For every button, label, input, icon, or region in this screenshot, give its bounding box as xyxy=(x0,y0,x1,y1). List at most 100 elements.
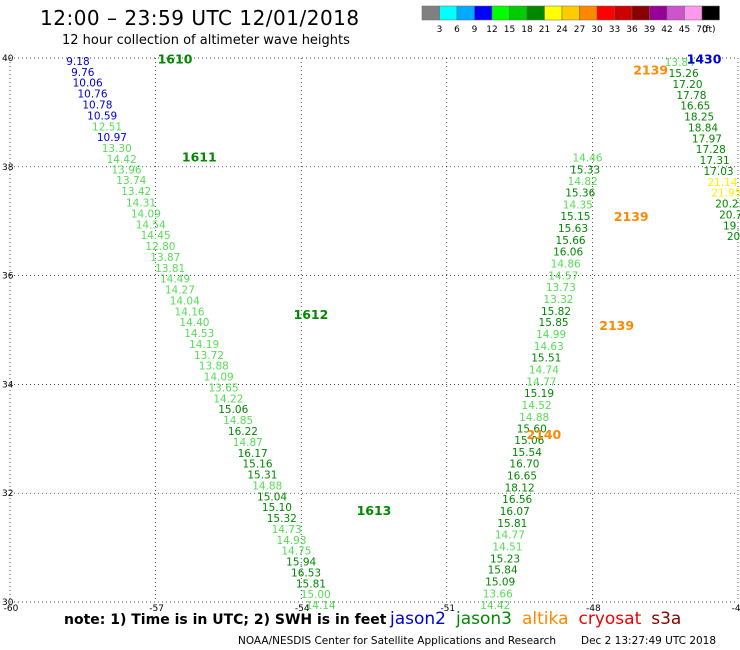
wave-height-value: 15.54 xyxy=(512,447,542,459)
wave-height-value: 14.88 xyxy=(519,412,549,424)
wave-height-value: 10.97 xyxy=(97,132,127,144)
pass-time-label: 2140 xyxy=(526,427,561,442)
wave-height-value: 16.56 xyxy=(502,494,532,506)
wave-height-value: 14.75 xyxy=(281,546,311,558)
legend-bin-label: 42 xyxy=(661,25,672,35)
wave-height-value: 15.33 xyxy=(570,164,600,176)
wave-height-value: 14.88 xyxy=(252,480,282,492)
wave-height-value: 13.88 xyxy=(199,361,229,373)
wave-height-value: 13.87 xyxy=(150,252,180,264)
wave-height-value: 14.19 xyxy=(189,339,219,351)
wave-height-value: 15.06 xyxy=(514,435,544,447)
wave-height-value: 15.15 xyxy=(560,211,590,223)
page-title: 12:00 – 23:59 UTC 12/01/2018 xyxy=(40,6,360,30)
satellite-legend: jason2 jason3 altika cryosat s3a xyxy=(390,609,691,629)
altimeter-map: -60-57-54-51-48-453032343638409.189.7610… xyxy=(2,51,740,612)
legend-swatch xyxy=(701,5,720,21)
wave-height-value: 14.54 xyxy=(136,219,166,231)
wave-height-value: 13.72 xyxy=(194,350,224,362)
color-legend: 3 6 9 12 15 18 21 24 27 30 33 36 39 42 45 70(ft) xyxy=(421,5,720,35)
wave-height-value: 14.77 xyxy=(495,529,525,541)
wave-height-value: 12.51 xyxy=(92,121,122,133)
longitude-tick-label: -57 xyxy=(149,604,164,612)
legend-bin-label: 24 xyxy=(556,25,568,35)
wave-height-value: 13.65 xyxy=(209,382,239,394)
map-grid: -60 -57 -54 -51 -48 -45 30 32 34 36 38 40 xyxy=(2,54,740,612)
wave-height-value: 14.09 xyxy=(204,372,234,384)
wave-height-value: 15.51 xyxy=(531,353,561,365)
wave-height-value: 16.22 xyxy=(228,426,258,438)
wave-height-value: 17.28 xyxy=(696,144,726,156)
wave-height-value: 14.09 xyxy=(131,208,161,220)
wave-height-value: 9.76 xyxy=(71,67,95,79)
longitude-tick-label: -45 xyxy=(732,604,740,612)
legend-bin-label: 33 xyxy=(609,25,620,35)
wave-height-value: 14.27 xyxy=(165,285,195,297)
longitude-tick-label: -54 xyxy=(295,604,310,612)
wave-height-value: 13.73 xyxy=(546,282,576,294)
latitude-tick-label: 36 xyxy=(2,272,14,282)
legend-bin-label: 6 xyxy=(454,25,460,35)
wave-height-value: 15.26 xyxy=(669,68,699,80)
wave-height-value: 14.52 xyxy=(522,400,552,412)
satellite-track: 9.189.7610.0610.7610.7810.5912.5110.9713… xyxy=(66,51,219,351)
wave-height-value: 15.06 xyxy=(218,404,248,416)
longitude-tick-label: -60 xyxy=(4,604,19,612)
wave-height-value: 13.30 xyxy=(102,143,132,155)
wave-height-value: 13.66 xyxy=(483,589,513,601)
wave-height-value: 13.81 xyxy=(155,263,185,275)
wave-height-value: 14.87 xyxy=(233,437,263,449)
legend-bin-label: 30 xyxy=(591,25,603,35)
latitude-tick-label: 34 xyxy=(2,380,14,390)
wave-height-value: 20.71 xyxy=(719,209,740,221)
wave-height-value: 20.51 xyxy=(727,231,740,243)
wave-height-value: 15.31 xyxy=(247,470,277,482)
legend-bin-label: 70 xyxy=(696,25,708,35)
wave-height-value: 21.14 xyxy=(707,177,737,189)
wave-height-value: 13.32 xyxy=(543,294,573,306)
wave-height-value: 14.42 xyxy=(107,154,137,166)
wave-height-value: 15.85 xyxy=(539,317,569,329)
legend-bin-label: 45 xyxy=(679,25,690,35)
wave-height-value: 18.25 xyxy=(684,112,714,124)
wave-height-value: 17.78 xyxy=(676,90,706,102)
wave-height-value: 14.35 xyxy=(563,200,593,212)
wave-height-value: 15.10 xyxy=(262,502,292,514)
credit-text: NOAA/NESDIS Center for Satellite Applica… xyxy=(238,635,556,647)
wave-height-value: 9.18 xyxy=(66,56,89,68)
wave-height-value: 15.36 xyxy=(565,188,595,200)
wave-height-value: 15.84 xyxy=(488,565,518,577)
legend-bin-label: 27 xyxy=(574,25,585,35)
satellite-track: 2139 xyxy=(614,209,649,224)
satellite-track: 14.7314.9314.7515.9416.5315.8115.0014.14… xyxy=(272,503,392,612)
wave-height-value: 14.53 xyxy=(184,328,214,340)
wave-height-value: 15.04 xyxy=(257,491,287,503)
wave-height-value: 14.42 xyxy=(480,600,510,612)
credit-timestamp: Dec 2 13:27:49 UTC 2018 xyxy=(581,635,717,647)
legend-bin-label: 21 xyxy=(539,25,550,35)
altimeter-tracks: 9.189.7610.0610.7610.7810.5912.5110.9713… xyxy=(66,51,740,612)
wave-height-value: 14.99 xyxy=(536,329,566,341)
satellite-jason2: jason2 xyxy=(390,609,446,629)
page-subtitle: 12 hour collection of altimeter wave hei… xyxy=(62,33,350,48)
wave-height-value: 17.03 xyxy=(704,166,734,178)
legend-bin-label: 9 xyxy=(472,25,478,35)
wave-height-value: 14.77 xyxy=(526,376,556,388)
satellite-track: 14.4713.9814.4213.6615.0915.8415.2314.51… xyxy=(480,306,571,612)
wave-height-value: 14.46 xyxy=(573,152,603,164)
satellite-track: 1611 xyxy=(182,149,217,164)
wave-height-value: 14.93 xyxy=(276,535,306,547)
pass-time-label: 2139 xyxy=(614,209,649,224)
wave-height-value: 15.60 xyxy=(517,423,547,435)
legend-bin-label: 18 xyxy=(521,25,533,35)
satellite-track: 13.7213.8814.0913.6514.2215.0614.8516.22… xyxy=(194,307,328,525)
wave-height-value: 16.07 xyxy=(500,506,530,518)
wave-height-value: 10.59 xyxy=(87,110,117,122)
pass-time-label: 1612 xyxy=(294,307,329,322)
wave-height-value: 14.86 xyxy=(551,258,581,270)
wave-height-value: 14.14 xyxy=(306,600,336,612)
wave-height-value: 21.95 xyxy=(711,188,740,200)
wave-height-value: 12.80 xyxy=(145,241,175,253)
legend-bin-label: 15 xyxy=(504,25,515,35)
wave-height-value: 15.16 xyxy=(242,459,272,471)
